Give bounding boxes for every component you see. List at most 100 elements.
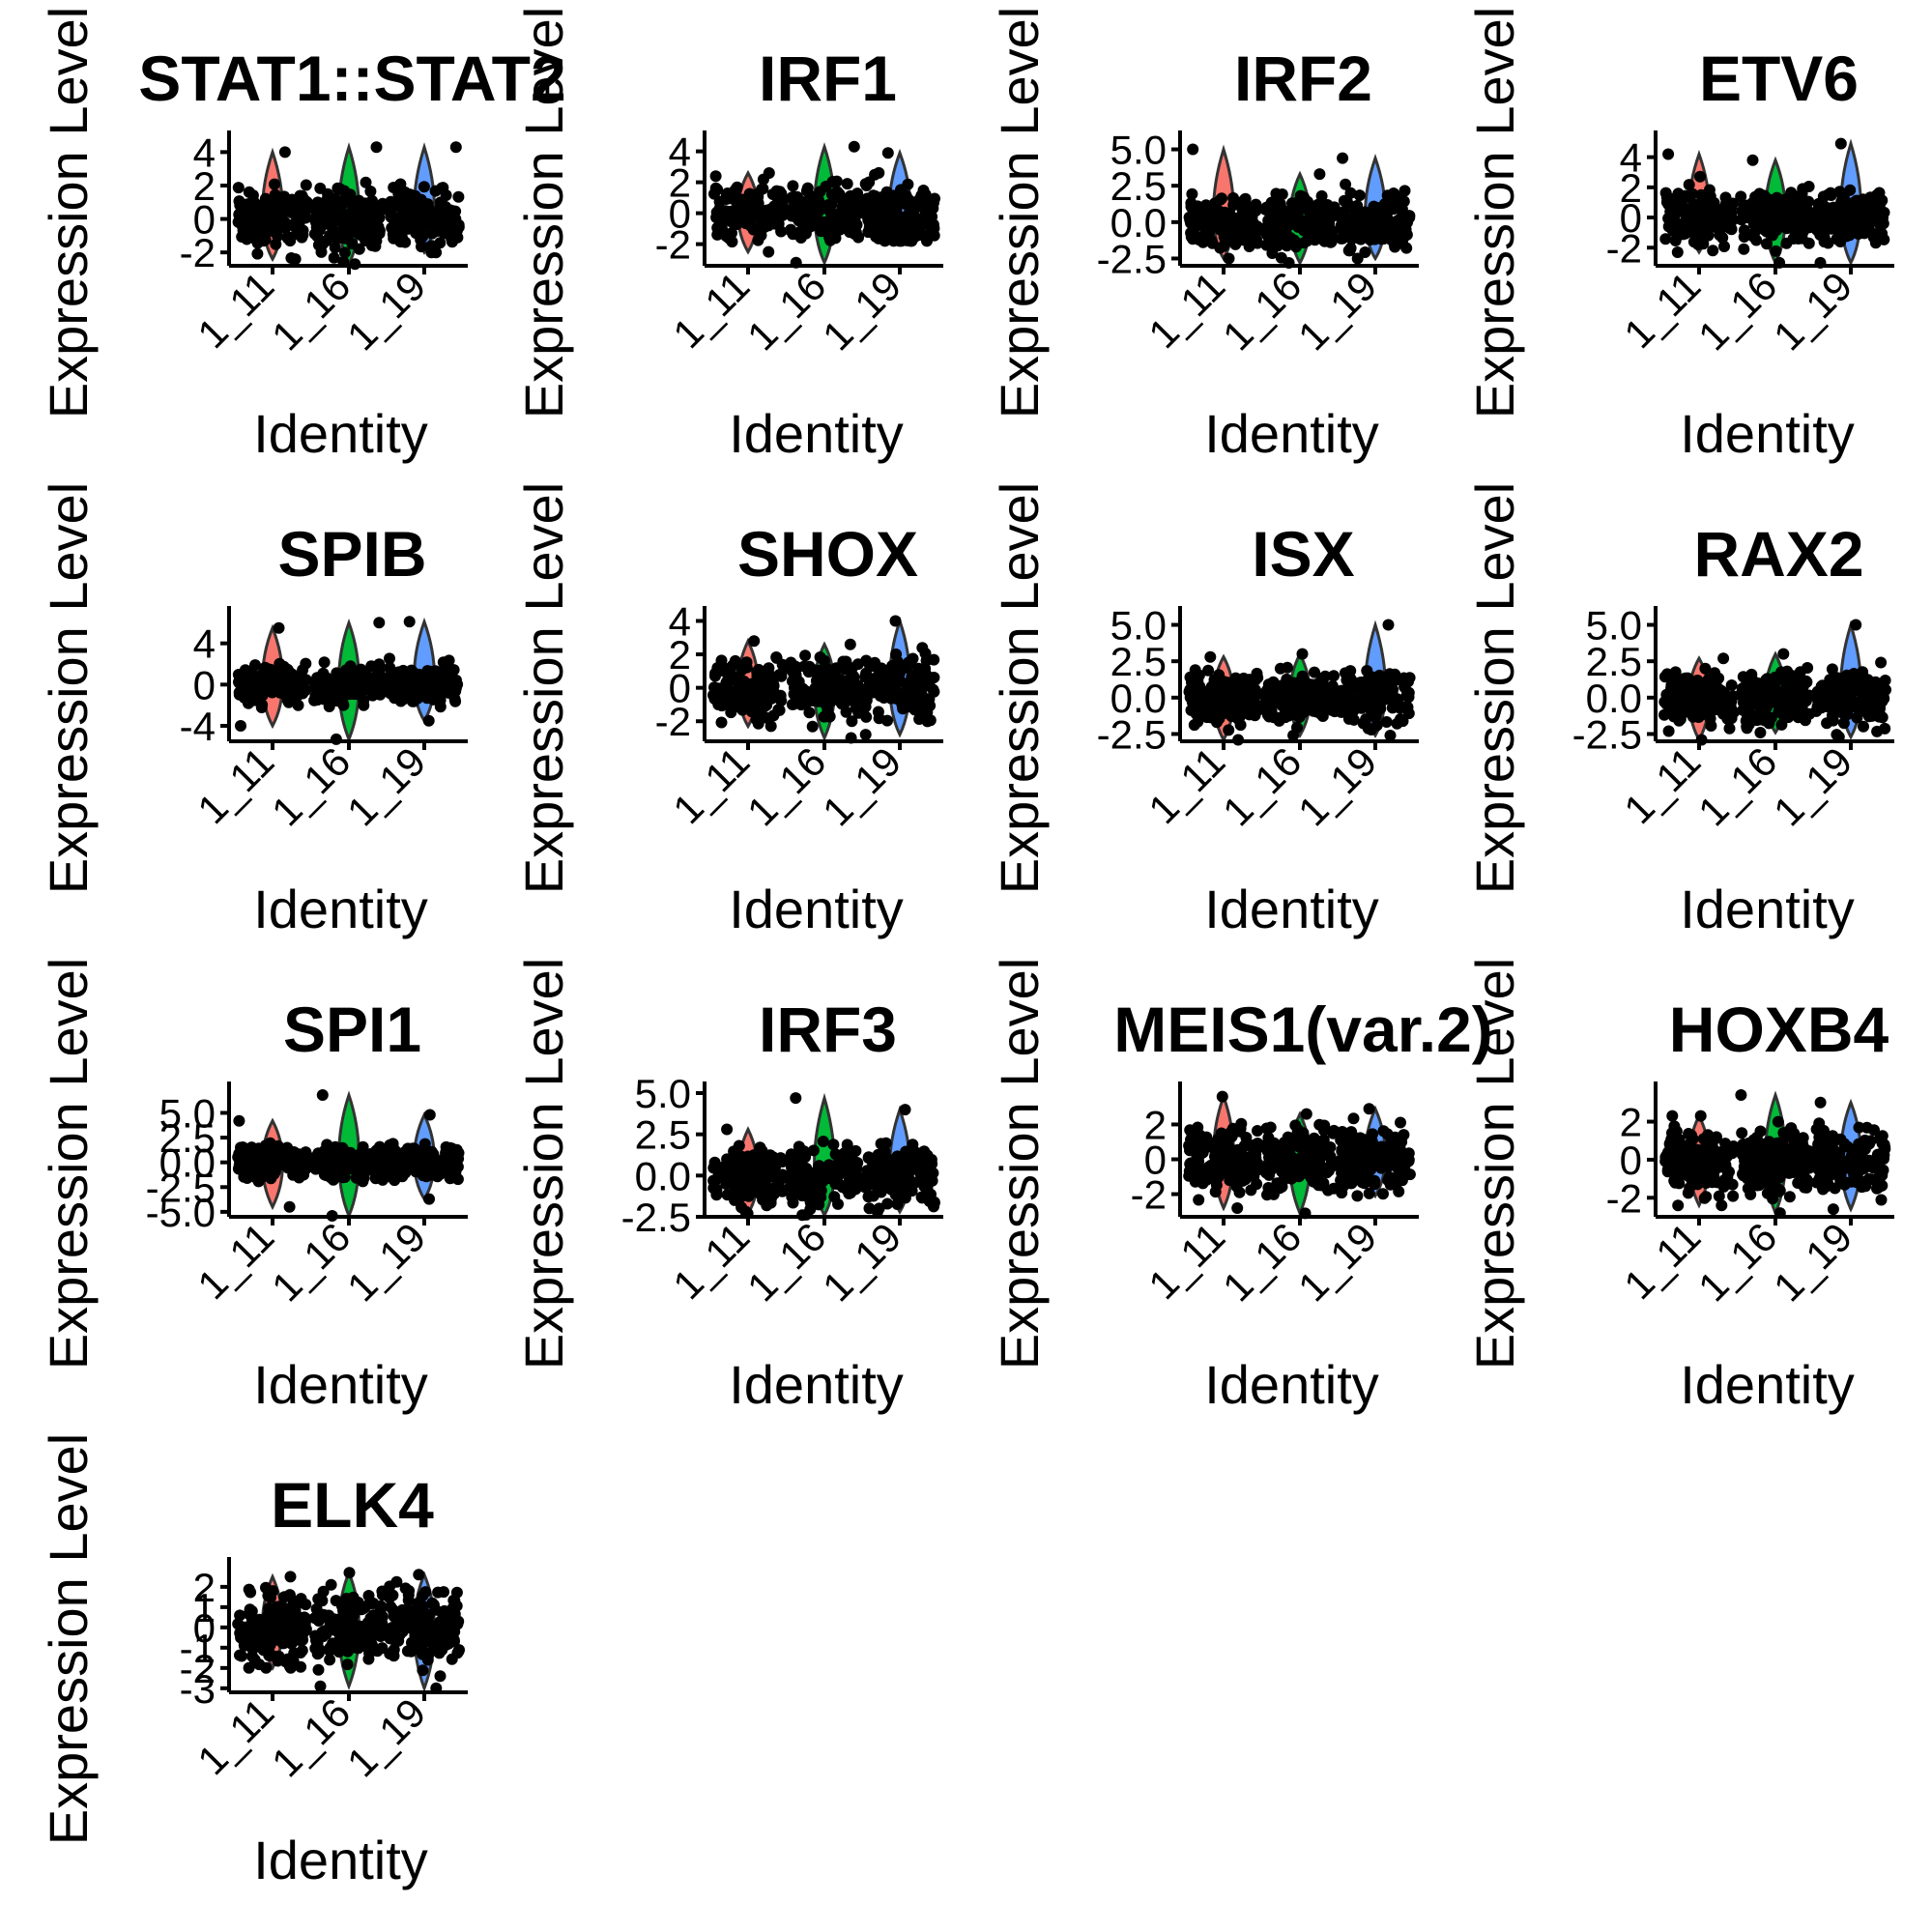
y-tick-label: 2.5 bbox=[1110, 163, 1167, 209]
data-point bbox=[402, 691, 415, 704]
data-point bbox=[1338, 684, 1350, 697]
data-point bbox=[1662, 725, 1675, 737]
data-point bbox=[1369, 233, 1381, 245]
data-point bbox=[1301, 699, 1313, 710]
data-point bbox=[730, 194, 742, 207]
data-point bbox=[790, 1092, 802, 1105]
data-point bbox=[829, 232, 842, 245]
data-point bbox=[1697, 189, 1710, 202]
data-point bbox=[1877, 212, 1889, 224]
data-point bbox=[1370, 711, 1382, 724]
x-axis-label: Identity bbox=[1680, 879, 1855, 939]
data-point bbox=[235, 720, 246, 732]
y-axis-label: Expression Level bbox=[989, 482, 1050, 894]
data-point bbox=[883, 1161, 896, 1173]
data-point bbox=[1246, 226, 1257, 239]
data-point bbox=[1374, 206, 1387, 218]
data-point bbox=[748, 1186, 761, 1198]
data-point bbox=[851, 1163, 863, 1174]
data-point bbox=[318, 656, 331, 669]
data-point bbox=[910, 221, 923, 234]
x-tick-label: 1_19 bbox=[814, 263, 909, 359]
data-point bbox=[1683, 179, 1695, 191]
x-tick-label: 1_16 bbox=[1689, 738, 1785, 834]
data-point bbox=[1811, 206, 1823, 218]
x-axis-label: Identity bbox=[729, 403, 904, 464]
data-point bbox=[308, 202, 321, 215]
data-point bbox=[297, 664, 309, 677]
data-point bbox=[259, 661, 272, 674]
points-1_16 bbox=[785, 140, 865, 269]
data-point bbox=[449, 213, 462, 225]
data-point bbox=[249, 659, 261, 672]
data-point bbox=[840, 706, 852, 718]
data-point bbox=[786, 1161, 797, 1173]
data-point bbox=[283, 666, 296, 678]
data-point bbox=[236, 216, 248, 228]
data-point bbox=[248, 687, 261, 700]
data-point bbox=[1667, 701, 1680, 713]
data-point bbox=[896, 191, 908, 204]
data-point bbox=[256, 699, 269, 711]
data-point bbox=[720, 189, 733, 202]
data-point bbox=[775, 670, 788, 682]
data-point bbox=[389, 692, 401, 705]
data-point bbox=[259, 234, 272, 245]
data-point bbox=[859, 729, 872, 741]
data-point bbox=[798, 697, 811, 709]
data-point bbox=[1669, 235, 1682, 246]
data-point bbox=[1402, 676, 1414, 688]
data-point bbox=[1227, 199, 1240, 212]
data-point bbox=[1275, 251, 1287, 264]
data-point bbox=[1227, 235, 1239, 246]
data-point bbox=[423, 1109, 436, 1121]
data-point bbox=[236, 679, 248, 692]
data-point bbox=[330, 733, 342, 745]
data-point bbox=[1742, 199, 1754, 212]
data-point bbox=[1664, 670, 1677, 682]
y-tick-label: 2 bbox=[669, 160, 691, 206]
data-point bbox=[425, 1150, 438, 1163]
data-point bbox=[415, 227, 427, 240]
data-point bbox=[1858, 212, 1870, 224]
data-point bbox=[420, 200, 433, 213]
data-point bbox=[1209, 1158, 1222, 1170]
data-point bbox=[1699, 662, 1712, 675]
data-point bbox=[285, 252, 298, 264]
data-point bbox=[743, 701, 756, 713]
data-point bbox=[764, 693, 777, 706]
data-point bbox=[764, 1183, 776, 1196]
data-point bbox=[334, 226, 347, 238]
data-point bbox=[1871, 725, 1884, 737]
data-point bbox=[1183, 1169, 1196, 1182]
data-point bbox=[232, 182, 245, 194]
y-axis-label: Expression Level bbox=[989, 7, 1050, 418]
data-point bbox=[1834, 137, 1847, 150]
data-point bbox=[273, 621, 285, 634]
x-tick-label: 1_19 bbox=[1289, 263, 1385, 359]
points-1_11 bbox=[1183, 143, 1264, 265]
data-point bbox=[728, 1145, 740, 1158]
data-point bbox=[1359, 246, 1371, 258]
data-point bbox=[1715, 208, 1727, 220]
points-1_19 bbox=[1811, 137, 1890, 269]
x-tick-label: 1_16 bbox=[1214, 263, 1310, 359]
data-point bbox=[922, 230, 935, 243]
data-point bbox=[1397, 715, 1409, 728]
panel-title: IRF1 bbox=[759, 43, 897, 114]
data-point bbox=[800, 185, 813, 197]
x-tick-label: 1_16 bbox=[263, 263, 359, 359]
data-point bbox=[877, 671, 889, 682]
data-point bbox=[799, 649, 812, 662]
data-point bbox=[890, 210, 903, 222]
data-point bbox=[1231, 1143, 1244, 1156]
data-point bbox=[364, 212, 377, 224]
data-point bbox=[364, 186, 377, 197]
x-tick-label: 1_11 bbox=[1615, 263, 1709, 357]
x-axis-label: Identity bbox=[253, 1354, 428, 1415]
data-point bbox=[1313, 168, 1326, 181]
data-point bbox=[808, 215, 821, 227]
